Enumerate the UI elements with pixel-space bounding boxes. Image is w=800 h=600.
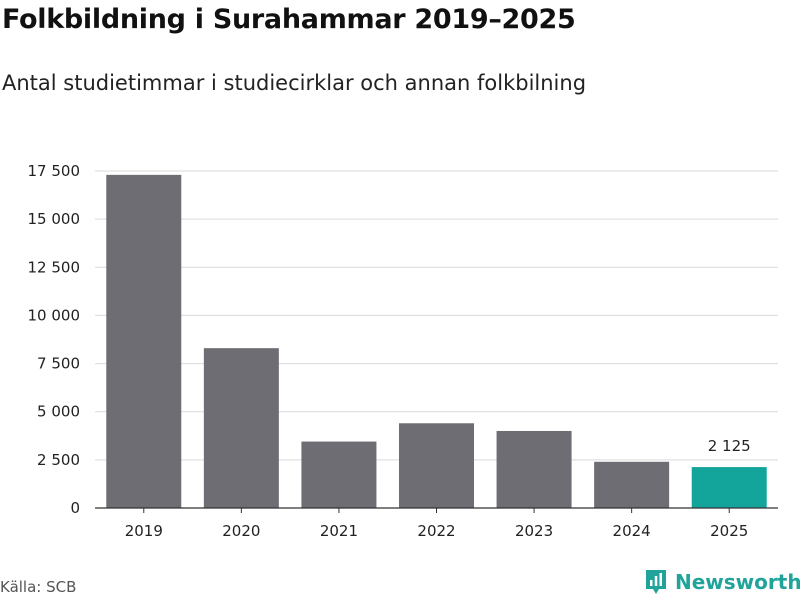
x-tick-label: 2022: [417, 522, 455, 540]
bar-2021: [301, 441, 377, 508]
bar-2019: [106, 174, 182, 508]
bar-2022: [399, 423, 474, 508]
source-note: Källa: SCB: [0, 578, 77, 596]
y-tick-label: 5 000: [37, 403, 80, 421]
x-tick-label: 2024: [613, 522, 651, 540]
x-tick-label: 2021: [320, 522, 358, 540]
x-tick-label: 2019: [125, 522, 163, 540]
data-label: 2 125: [708, 437, 751, 455]
chart-title: Folkbildning i Surahammar 2019–2025: [2, 4, 576, 35]
y-tick-label: 12 500: [28, 258, 81, 276]
x-tick-label: 2020: [222, 522, 260, 540]
axes: 0 2 500 5 000 7 500 10 000 12 500 15 000 17 500…: [28, 162, 778, 540]
x-tick-label: 2025: [710, 522, 748, 540]
bar-2024: [594, 461, 670, 508]
y-tick-label: 0: [70, 499, 80, 517]
bar-2025: [691, 467, 767, 508]
brand-name: Newsworthy: [675, 570, 800, 594]
brand-logo: Newsworthy: [644, 568, 800, 596]
y-tick-label: 10 000: [28, 306, 81, 324]
chart-subtitle: Antal studietimmar i studiecirklar och a…: [2, 71, 587, 95]
x-tick-label: 2023: [515, 522, 553, 540]
grid-lines: [95, 170, 778, 461]
bars: [106, 174, 767, 508]
y-tick-label: 15 000: [28, 210, 81, 228]
bar-2023: [496, 430, 572, 508]
bar-chart-logo-icon: [646, 570, 666, 594]
y-tick-label: 17 500: [28, 162, 81, 180]
bar-2020: [203, 348, 279, 508]
y-tick-label: 7 500: [37, 355, 80, 373]
y-tick-label: 2 500: [37, 451, 80, 469]
